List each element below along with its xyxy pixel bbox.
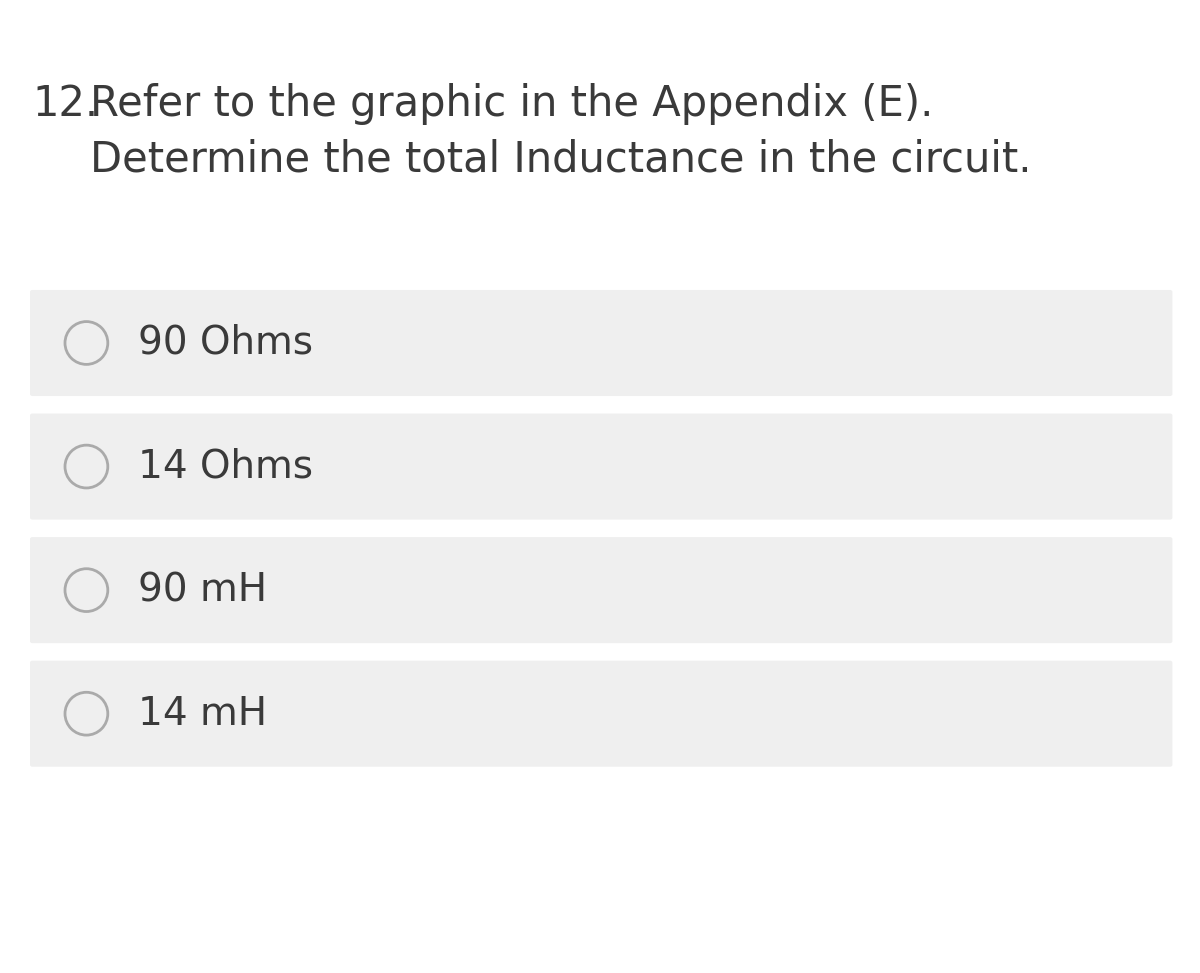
Text: Determine the total Inductance in the circuit.: Determine the total Inductance in the ci… xyxy=(90,138,1032,180)
Text: 14 Ohms: 14 Ohms xyxy=(138,448,313,486)
Text: Refer to the graphic in the Appendix (E).: Refer to the graphic in the Appendix (E)… xyxy=(90,83,934,125)
Text: 90 mH: 90 mH xyxy=(138,571,268,609)
FancyBboxPatch shape xyxy=(30,290,1172,396)
Text: 14 mH: 14 mH xyxy=(138,695,268,733)
FancyBboxPatch shape xyxy=(30,414,1172,520)
FancyBboxPatch shape xyxy=(30,661,1172,767)
Text: 12.: 12. xyxy=(32,83,98,125)
FancyBboxPatch shape xyxy=(30,537,1172,643)
Text: 90 Ohms: 90 Ohms xyxy=(138,324,313,362)
